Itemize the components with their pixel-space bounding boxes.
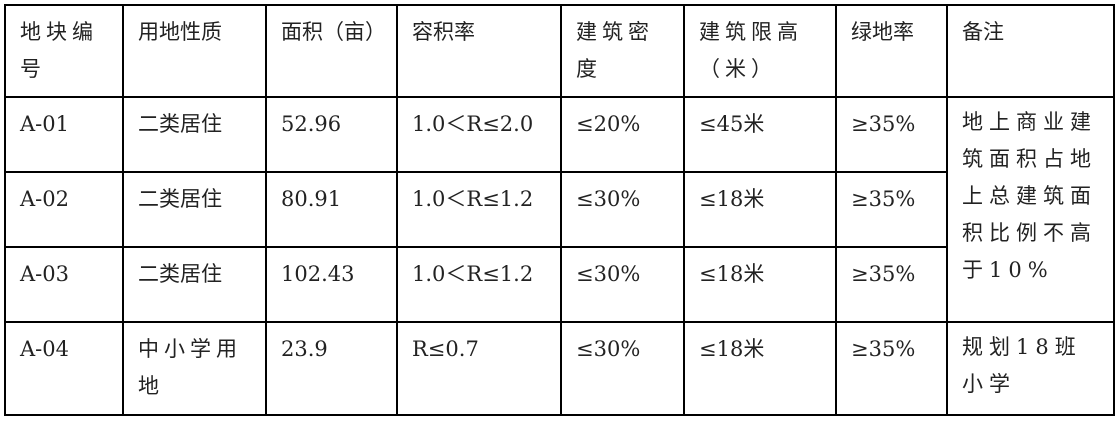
header-height-limit: 建筑限高（米）: [683, 4, 837, 98]
area: 52.96: [265, 96, 398, 173]
area: 80.91: [265, 171, 398, 248]
header-plot-id: 地块编号: [4, 4, 124, 98]
header-density: 建筑密度: [560, 4, 685, 98]
green-ratio: ≥35%: [835, 321, 948, 416]
plot-id: A-04: [4, 321, 124, 416]
green-ratio: ≥35%: [835, 96, 948, 173]
plot-id: A-03: [4, 246, 124, 323]
table-row: A-04 中小学用地 23.9 R≤0.7 ≤30% ≤18米 ≥35% 规划1…: [4, 321, 1115, 416]
plot-id: A-02: [4, 171, 124, 248]
land-use: 二类居住: [122, 171, 267, 248]
area: 102.43: [265, 246, 398, 323]
table-row: A-02 二类居住 80.91 1.0＜R≤1.2 ≤30% ≤18米 ≥35%: [4, 171, 1114, 248]
land-use: 二类居住: [122, 96, 267, 173]
header-row: 地块编号 用地性质 面积（亩） 容积率 建筑密度 建筑限高（米） 绿地率 备注: [4, 4, 1115, 98]
header-land-use: 用地性质: [122, 4, 267, 98]
density: ≤30%: [560, 321, 685, 416]
far: 1.0＜R≤1.2: [396, 246, 562, 323]
land-use-table: 地块编号 用地性质 面积（亩） 容积率 建筑密度 建筑限高（米） 绿地率 备注 …: [4, 4, 1115, 416]
height-limit: ≤45米: [683, 96, 837, 173]
remark: 规划18班小学: [946, 321, 1115, 416]
height-limit: ≤18米: [683, 321, 837, 416]
land-use: 中小学用地: [122, 321, 267, 416]
header-far: 容积率: [396, 4, 562, 98]
land-use: 二类居住: [122, 246, 267, 323]
density: ≤30%: [560, 171, 685, 248]
far: 1.0＜R≤1.2: [396, 171, 562, 248]
height-limit: ≤18米: [683, 246, 837, 323]
density: ≤30%: [560, 246, 685, 323]
far: R≤0.7: [396, 321, 562, 416]
green-ratio: ≥35%: [835, 246, 948, 323]
area: 23.9: [265, 321, 398, 416]
table-row: A-03 二类居住 102.43 1.0＜R≤1.2 ≤30% ≤18米 ≥35…: [4, 246, 1114, 323]
far: 1.0＜R≤2.0: [396, 96, 562, 173]
green-ratio: ≥35%: [835, 171, 948, 248]
header-green-ratio: 绿地率: [835, 4, 948, 98]
height-limit: ≤18米: [683, 171, 837, 248]
merged-remark: 地上商业建筑面积占地上总建筑面积比例不高于10%: [946, 96, 1115, 323]
header-area: 面积（亩）: [265, 4, 398, 98]
header-remarks: 备注: [946, 4, 1115, 98]
plot-id: A-01: [4, 96, 124, 173]
density: ≤20%: [560, 96, 685, 173]
table-row: A-01 二类居住 52.96 1.0＜R≤2.0 ≤20% ≤45米 ≥35%…: [4, 96, 1115, 323]
